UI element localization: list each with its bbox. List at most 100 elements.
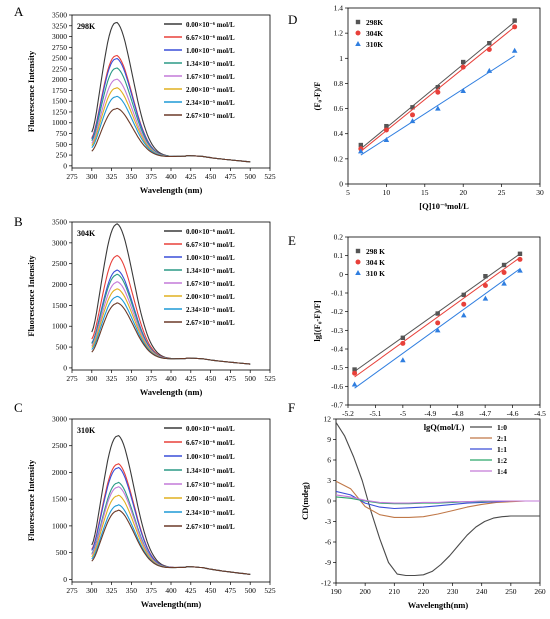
panel-letter: A	[14, 4, 24, 19]
x-tick-label: 425	[185, 172, 197, 181]
data-point	[501, 269, 507, 275]
data-point	[460, 312, 467, 318]
y-tick-label: 2000	[52, 75, 67, 84]
data-point	[482, 283, 488, 289]
data-point	[487, 41, 492, 46]
y-tick-label: 3000	[52, 415, 67, 424]
panel-C: C 275 300 325 350 375 400 425 450 475 500 525 0 500 10…	[14, 400, 276, 609]
data-point	[435, 105, 441, 111]
data-point	[409, 118, 416, 124]
x-tick-label: 240	[476, 587, 488, 596]
temperature-label: 304K	[77, 229, 96, 238]
x-tick-label: 500	[245, 586, 257, 595]
legend-label: 2.34×10⁻⁵ mol/L	[186, 99, 235, 107]
y-tick-label: 3500	[52, 218, 67, 227]
legend-label: 1.67×10⁻⁵ mol/L	[186, 481, 235, 489]
plot-area	[336, 422, 540, 577]
legend-marker	[355, 19, 361, 25]
legend-marker	[355, 248, 361, 254]
x-tick-label: 500	[245, 172, 257, 181]
legend-marker	[355, 270, 361, 275]
y-tick-label: -6	[325, 538, 331, 547]
y-tick-label: 6	[327, 456, 331, 465]
legend-label: 1:1	[497, 445, 507, 454]
x-tick-label: 425	[185, 586, 197, 595]
x-tick-label: 525	[264, 586, 276, 595]
data-point	[501, 280, 507, 286]
panel-E: E -5.2 -5.1 -5 -4.9 -4.8 -4.7 -4.6 -4.5 -0.7 -0.6 -…	[288, 233, 546, 433]
data-point	[410, 112, 416, 118]
x-tick-label: 10	[383, 188, 391, 197]
x-axis-label: Wavelength (nm)	[140, 185, 203, 195]
series-line	[91, 302, 251, 365]
legend-label: 6.67×10⁻⁶ mol/L	[186, 439, 235, 447]
series-line	[336, 480, 540, 518]
data-point	[384, 123, 389, 129]
data-point	[482, 295, 489, 301]
y-tick-label: -0.2	[331, 307, 343, 316]
y-tick-label: 2750	[52, 43, 67, 52]
y-axis-label: CD(mdeg)	[300, 482, 310, 520]
legend-label: 310 K	[366, 269, 385, 278]
y-tick-label: 500	[56, 548, 68, 557]
panel-letter: C	[14, 400, 23, 415]
y-tick-label: 1000	[52, 521, 67, 530]
x-tick-label: 210	[389, 587, 401, 596]
y-tick-label: 1	[339, 54, 343, 63]
y-tick-label: 500	[56, 140, 68, 149]
data-point	[460, 87, 466, 93]
x-tick-label: 260	[534, 587, 546, 596]
y-tick-label: 1.2	[334, 29, 344, 38]
legend-marker	[355, 30, 361, 36]
y-tick-label: -9	[325, 558, 331, 567]
x-tick-label: 5	[346, 188, 350, 197]
legend-label: 0.00×10⁻⁶ mol/L	[186, 425, 235, 433]
x-axis-label: [Q]10⁻⁶mol/L	[419, 201, 469, 211]
legend-label: 298K	[366, 18, 383, 27]
x-tick-label: 300	[86, 374, 98, 383]
plot-frame	[347, 7, 541, 185]
data-point	[358, 148, 364, 154]
y-tick-label: 3000	[52, 32, 67, 41]
panel-B: B 275 300 325 350 375 400 425 450 475 500 525 0 500 10…	[14, 214, 276, 397]
x-tick-label: 525	[264, 374, 276, 383]
x-tick-label: 350	[126, 586, 138, 595]
y-tick-label: 0.2	[334, 233, 344, 242]
y-tick-label: 0	[339, 270, 343, 279]
data-point	[511, 47, 518, 53]
temperature-label: 310K	[77, 426, 96, 435]
data-point	[400, 357, 406, 363]
data-point	[517, 251, 523, 256]
panel-letter: B	[14, 214, 23, 229]
x-tick-label: 275	[66, 172, 78, 181]
x-tick-label: 375	[146, 586, 158, 595]
y-tick-label: 1000	[52, 118, 67, 127]
y-axis-label: lg[(F₀-F)/F]	[312, 300, 322, 341]
temperature-label: 298K	[77, 22, 96, 31]
legend-label: 2:1	[497, 434, 507, 443]
data-point	[517, 256, 523, 262]
y-tick-label: 0	[327, 497, 331, 506]
x-tick-label: 475	[225, 374, 237, 383]
data-point	[435, 89, 441, 95]
legend-label: 1:0	[497, 423, 507, 432]
y-tick-label: 12	[324, 415, 332, 424]
y-tick-label: 3500	[52, 11, 67, 20]
legend-label: 2.00×10⁻⁵ mol/L	[186, 86, 235, 94]
x-tick-label: 400	[165, 374, 177, 383]
x-tick-label: 500	[245, 374, 257, 383]
x-axis-label: Wavelength(nm)	[141, 599, 202, 609]
data-point	[460, 64, 466, 70]
data-point	[512, 24, 518, 30]
y-tick-label: 250	[56, 151, 68, 160]
y-tick-label: 1.4	[334, 4, 344, 13]
x-tick-label: -5	[400, 409, 406, 418]
x-tick-label: 190	[330, 587, 342, 596]
data-point	[483, 274, 488, 279]
panel-letter: F	[288, 400, 295, 415]
legend-label: 1.34×10⁻⁵ mol/L	[186, 267, 235, 275]
legend-label: 2.34×10⁻⁵ mol/L	[186, 509, 235, 517]
y-tick-label: -0.1	[331, 289, 343, 298]
fit-line	[360, 26, 515, 152]
data-point	[501, 262, 507, 268]
